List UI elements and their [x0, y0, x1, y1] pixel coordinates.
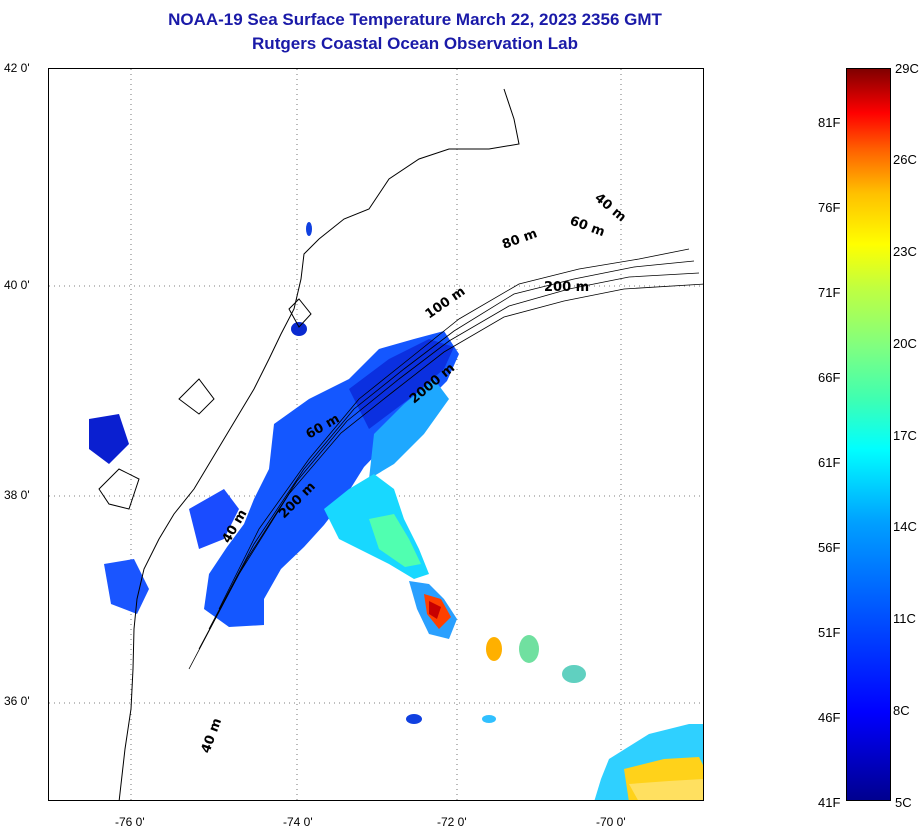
colorbar-c-label: 20C: [893, 336, 917, 351]
map-subtitle: Rutgers Coastal Ocean Observation Lab: [252, 34, 578, 53]
colorbar-f-label: 41F: [818, 795, 841, 810]
colorbar-f-label: 46F: [818, 710, 841, 725]
coastline: [98, 88, 520, 800]
colorbar-f-label: 81F: [818, 115, 841, 130]
isobath-label: 80 m: [500, 226, 539, 252]
sst-map-svg: 40 m 60 m 80 m 100 m 200 m 60 m 2000 m 4…: [49, 69, 703, 800]
sst-data: [89, 222, 703, 800]
colorbar-c-label: 29C: [895, 61, 919, 76]
colorbar-c-label: 11C: [893, 611, 916, 626]
colorbar-f-label: 66F: [818, 370, 841, 385]
colorbar-f-label: 56F: [818, 540, 841, 555]
isobath-label: 40 m: [199, 716, 225, 755]
lat-label-42: 42 0': [4, 61, 30, 75]
lon-label-72: -72 0': [437, 815, 467, 829]
isobath-label: 40 m: [591, 191, 628, 226]
colorbar-c-label: 17C: [893, 428, 917, 443]
lon-label-70: -70 0': [596, 815, 626, 829]
colorbar-f-label: 71F: [818, 285, 841, 300]
isobath-label: 60 m: [568, 214, 607, 240]
colorbar-c-label: 23C: [893, 244, 917, 259]
colorbar-f-label: 61F: [818, 455, 841, 470]
map-title: NOAA-19 Sea Surface Temperature March 22…: [168, 10, 662, 29]
colorbar-c-label: 5C: [895, 795, 912, 810]
lon-label-74: -74 0': [283, 815, 313, 829]
colorbar-f-label: 51F: [818, 625, 841, 640]
colorbar-f-label: 76F: [818, 200, 841, 215]
sst-map[interactable]: 40 m 60 m 80 m 100 m 200 m 60 m 2000 m 4…: [48, 68, 704, 801]
colorbar-c-label: 26C: [893, 152, 917, 167]
colorbar-c-label: 14C: [893, 519, 917, 534]
lat-label-40: 40 0': [4, 278, 30, 292]
isobath-label: 100 m: [423, 284, 469, 322]
colorbar-c-label: 8C: [893, 703, 910, 718]
isobath-label: 200 m: [544, 280, 589, 295]
isobaths: [188, 248, 703, 670]
lon-label-76: -76 0': [115, 815, 145, 829]
lat-label-36: 36 0': [4, 694, 30, 708]
graticule: [49, 69, 703, 800]
temperature-colorbar: [846, 68, 891, 801]
lat-label-38: 38 0': [4, 488, 30, 502]
